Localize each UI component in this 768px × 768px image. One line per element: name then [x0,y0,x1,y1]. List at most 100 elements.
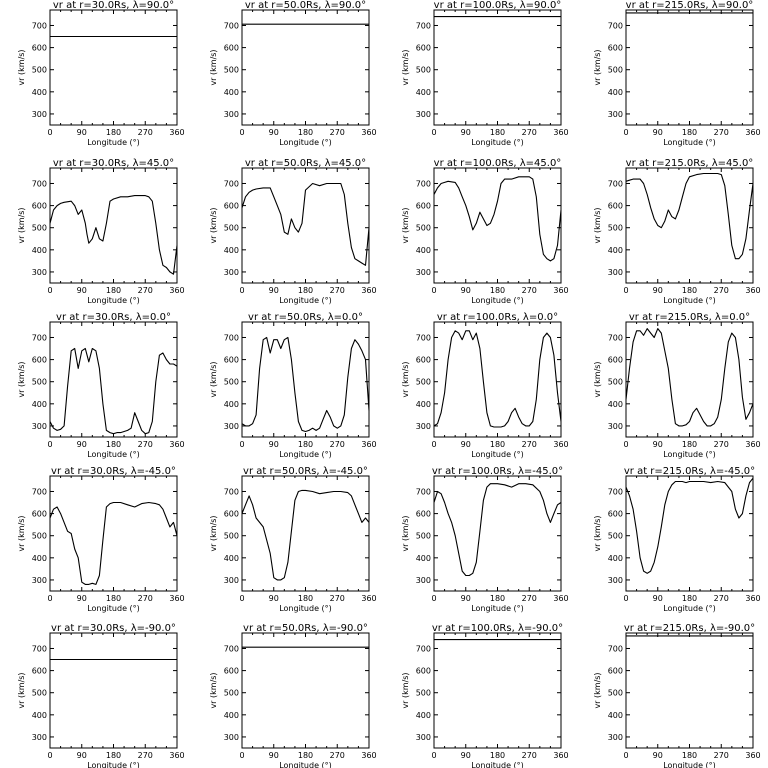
x-tick-label: 360 [169,594,184,603]
chart-panel-9: vr at r=30.0Rs, λ=0.0° 0 90 180 270 360 300 400… [17,312,185,459]
y-tick-label: 400 [32,246,47,255]
y-tick-label: 300 [416,110,431,119]
y-tick-label: 400 [608,246,623,255]
plot-frame [241,9,370,126]
y-axis-label: vr (km/s) [17,515,26,551]
y-tick-label: 500 [32,689,47,698]
x-tick-label: 360 [169,440,184,449]
x-axis-label: Longitude (°) [471,138,524,147]
y-tick-label: 400 [224,554,239,563]
y-tick-label: 600 [224,510,239,519]
x-tick-label: 360 [745,594,760,603]
x-tick-label: 360 [553,286,568,295]
y-tick-label: 600 [416,202,431,211]
chart-title: vr at r=215.0Rs, λ=-90.0° [624,623,755,634]
y-tick-label: 500 [32,378,47,387]
y-tick-label: 300 [608,268,623,277]
x-axis-label: Longitude (°) [663,761,716,768]
y-tick-label: 400 [608,88,623,97]
x-tick-label: 180 [106,128,121,137]
y-axis-label: vr (km/s) [401,49,410,85]
x-tick-label: 0 [623,440,628,449]
y-axis-label: vr (km/s) [209,49,218,85]
chart-panel-2: vr at r=50.0Rs, λ=90.0° 0 90 180 270 360 300 40… [209,0,377,147]
y-tick-label: 300 [32,733,47,742]
x-tick-label: 180 [490,286,505,295]
y-tick-label: 500 [608,378,623,387]
x-tick-label: 90 [269,751,279,760]
x-tick-label: 180 [490,751,505,760]
plot-frame [49,475,178,592]
y-tick-label: 500 [32,224,47,233]
y-tick-label: 700 [32,333,47,342]
x-tick-label: 360 [745,286,760,295]
x-tick-label: 270 [714,751,729,760]
chart-panel-5: vr at r=30.0Rs, λ=45.0° 0 90 180 270 360 300 40… [17,158,185,305]
chart-title: vr at r=50.0Rs, λ=90.0° [245,0,366,11]
x-axis-label: Longitude (°) [663,138,716,147]
chart-title: vr at r=30.0Rs, λ=-45.0° [51,466,176,477]
chart-panel-14: vr at r=50.0Rs, λ=-45.0° 0 90 180 270 360 300 4… [209,466,377,613]
x-tick-label: 0 [47,128,52,137]
y-tick-label: 700 [416,487,431,496]
y-axis-label: vr (km/s) [209,207,218,243]
plot-frame [433,321,562,438]
series-line-1 [49,347,178,435]
x-tick-label: 360 [745,128,760,137]
x-tick-label: 270 [714,594,729,603]
y-tick-label: 500 [416,378,431,387]
y-tick-label: 600 [416,667,431,676]
y-tick-label: 400 [32,554,47,563]
y-tick-label: 700 [608,179,623,188]
series-line-1 [433,176,562,262]
y-tick-label: 300 [416,422,431,431]
x-tick-label: 180 [298,128,313,137]
x-tick-label: 0 [623,751,628,760]
chart-panel-3: vr at r=100.0Rs, λ=90.0° 0 90 180 270 360 300 4… [401,0,569,147]
y-axis-label: vr (km/s) [401,672,410,708]
x-axis-label: Longitude (°) [279,450,332,459]
x-tick-label: 90 [653,286,663,295]
x-tick-label: 180 [682,286,697,295]
y-tick-label: 500 [608,689,623,698]
y-tick-label: 300 [32,268,47,277]
y-tick-label: 500 [416,66,431,75]
x-tick-label: 0 [47,751,52,760]
y-tick-label: 700 [224,179,239,188]
x-tick-label: 180 [682,440,697,449]
x-tick-label: 0 [47,440,52,449]
y-tick-label: 600 [32,667,47,676]
chart-title: vr at r=50.0Rs, λ=45.0° [245,158,366,169]
plot-frame [625,632,754,749]
y-tick-label: 700 [416,644,431,653]
y-axis-label: vr (km/s) [401,515,410,551]
x-tick-label: 180 [490,440,505,449]
x-tick-label: 90 [461,128,471,137]
x-tick-label: 90 [77,594,87,603]
y-tick-label: 300 [416,268,431,277]
y-axis-label: vr (km/s) [209,515,218,551]
y-tick-label: 500 [224,689,239,698]
x-tick-label: 180 [106,286,121,295]
plot-frame [625,475,754,592]
x-tick-label: 90 [269,594,279,603]
x-axis-label: Longitude (°) [663,450,716,459]
y-tick-label: 700 [224,487,239,496]
y-tick-label: 500 [224,532,239,541]
y-tick-label: 500 [224,224,239,233]
plot-frame [433,167,562,284]
x-tick-label: 90 [653,594,663,603]
x-tick-label: 0 [239,440,244,449]
plot-frame [625,321,754,438]
chart-panel-10: vr at r=50.0Rs, λ=0.0° 0 90 180 270 360 300 400… [209,312,377,459]
x-tick-label: 360 [553,594,568,603]
x-tick-label: 270 [138,751,153,760]
chart-panel-18: vr at r=50.0Rs, λ=-90.0° 0 90 180 270 360 300 4… [209,623,377,768]
chart-title: vr at r=30.0Rs, λ=90.0° [53,0,174,11]
x-tick-label: 180 [490,128,505,137]
x-axis-label: Longitude (°) [471,450,524,459]
x-tick-label: 360 [745,751,760,760]
x-tick-label: 360 [169,286,184,295]
chart-title: vr at r=215.0Rs, λ=45.0° [626,158,754,169]
x-tick-label: 360 [745,440,760,449]
